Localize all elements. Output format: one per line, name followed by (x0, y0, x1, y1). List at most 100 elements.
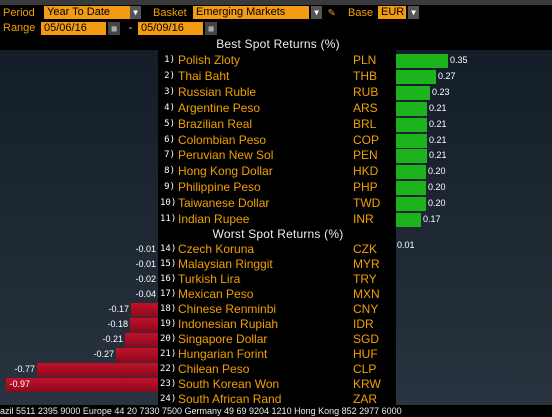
currency-name: Taiwanese Dollar (178, 196, 270, 210)
currency-row[interactable]: 3) Russian Ruble RUB (160, 85, 396, 100)
positive-return-bar (396, 86, 430, 100)
range-end-input[interactable]: 05/09/16 (138, 22, 203, 35)
currency-row[interactable]: 11) Indian Rupee INR (160, 212, 396, 227)
rank-label: 16) (160, 274, 177, 284)
currency-row[interactable]: 22) Chilean Peso CLP (160, 362, 396, 377)
rank-label: 23) (160, 379, 177, 389)
period-label: Period (3, 7, 35, 19)
currency-row[interactable]: 19) Indonesian Rupiah IDR (160, 317, 396, 332)
currency-row[interactable]: 7) Peruvian New Sol PEN (160, 148, 396, 163)
range-start-calendar-icon[interactable]: ▦ (108, 22, 120, 35)
currency-code: CNY (353, 302, 379, 316)
currency-name: Singapore Dollar (178, 332, 268, 346)
period-dropdown[interactable]: Year To Date (44, 6, 130, 19)
rank-label: 21) (160, 349, 177, 359)
currency-row[interactable]: 16) Turkish Lira TRY (160, 272, 396, 287)
currency-code: HUF (353, 347, 378, 361)
currency-row[interactable]: 14) Czech Koruna CZK (160, 242, 396, 257)
currency-code: PEN (353, 148, 378, 162)
best-returns-heading: Best Spot Returns (%) (216, 37, 340, 51)
currency-code: BRL (353, 117, 377, 131)
news-ticker: azil 5511 2395 9000 Europe 44 20 7330 75… (0, 405, 552, 417)
basket-label: Basket (153, 7, 187, 19)
currency-code: INR (353, 212, 374, 226)
edit-pencil-icon[interactable]: ✎ (328, 5, 336, 19)
positive-return-bar (396, 213, 421, 227)
positive-return-bar (396, 165, 426, 179)
negative-return-bar (116, 348, 158, 362)
currency-code: PLN (353, 53, 377, 67)
negative-return-value: -0.17 (108, 304, 129, 314)
currency-row[interactable]: 8) Hong Kong Dollar HKD (160, 164, 396, 179)
currency-row[interactable]: 10) Taiwanese Dollar TWD (160, 196, 396, 211)
currency-code: RUB (353, 85, 379, 99)
basket-dropdown-arrow-icon[interactable]: ▼ (311, 6, 322, 19)
rank-label: 15) (160, 259, 177, 269)
currency-code: CZK (353, 242, 377, 256)
range-end-calendar-icon[interactable]: ▦ (205, 22, 217, 35)
positive-return-value: 0.21 (429, 119, 447, 129)
positive-return-bar (396, 102, 427, 116)
currency-name: South African Rand (178, 392, 282, 406)
negative-return-bar (130, 318, 158, 332)
currency-row[interactable]: 6) Colombian Peso COP (160, 133, 396, 148)
rank-label: 5) (164, 119, 175, 129)
rank-label: 3) (164, 87, 175, 97)
currency-row[interactable]: 4) Argentine Peso ARS (160, 101, 396, 116)
currency-code: COP (353, 133, 380, 147)
currency-row[interactable]: 15) Malaysian Ringgit MYR (160, 257, 396, 272)
positive-return-value: 0.23 (432, 87, 450, 97)
range-start-input[interactable]: 05/06/16 (41, 22, 106, 35)
base-dropdown-arrow-icon[interactable]: ▼ (408, 6, 419, 19)
basket-dropdown[interactable]: Emerging Markets (193, 6, 309, 19)
title-strip (0, 0, 552, 5)
currency-row[interactable]: 1) Polish Zloty PLN (160, 53, 396, 68)
currency-name: Colombian Peso (178, 133, 267, 147)
currency-row[interactable]: 21) Hungarian Forint HUF (160, 347, 396, 362)
negative-return-value: -0.77 (14, 364, 35, 374)
positive-return-value: 0.27 (438, 71, 456, 81)
currency-name: Polish Zloty (178, 53, 241, 67)
currency-row[interactable]: 9) Philippine Peso PHP (160, 180, 396, 195)
positive-return-value: 0.20 (428, 198, 446, 208)
rank-label: 18) (160, 304, 177, 314)
negative-return-value: -0.97 (9, 379, 30, 389)
base-dropdown[interactable]: EUR (378, 6, 406, 19)
currency-code: MXN (353, 287, 380, 301)
negative-return-value: -0.02 (135, 274, 156, 284)
rank-label: 9) (164, 182, 175, 192)
currency-name: Thai Baht (178, 69, 230, 83)
currency-row[interactable]: 24) South African Rand ZAR (160, 392, 396, 407)
rank-label: 19) (160, 319, 177, 329)
rank-label: 14) (160, 244, 177, 254)
currency-row[interactable]: 17) Mexican Peso MXN (160, 287, 396, 302)
currency-row[interactable]: 23) South Korean Won KRW (160, 377, 396, 392)
positive-return-value: 0.17 (423, 214, 441, 224)
base-label: Base (348, 7, 374, 19)
currency-name: Chilean Peso (178, 362, 250, 376)
negative-return-value: -0.18 (107, 319, 128, 329)
currency-row[interactable]: 18) Chinese Renminbi CNY (160, 302, 396, 317)
currency-code: PHP (353, 180, 378, 194)
positive-return-value: 0.21 (429, 103, 447, 113)
period-dropdown-arrow-icon[interactable]: ▼ (130, 6, 141, 19)
positive-return-value: 0.20 (428, 166, 446, 176)
currency-row[interactable]: 20) Singapore Dollar SGD (160, 332, 396, 347)
currency-code: TWD (353, 196, 381, 210)
currency-code: SGD (353, 332, 380, 346)
positive-return-value: 0.35 (450, 55, 468, 65)
currency-code: THB (353, 69, 377, 83)
currency-row[interactable]: 5) Brazilian Real BRL (160, 117, 396, 132)
rank-label: 22) (160, 364, 177, 374)
currency-name: Russian Ruble (178, 85, 257, 99)
currency-code: IDR (353, 317, 374, 331)
gap-value-label: 0.01 (397, 240, 415, 250)
rank-label: 6) (164, 135, 175, 145)
rank-label: 10) (160, 198, 177, 208)
positive-return-value: 0.21 (429, 150, 447, 160)
rank-label: 2) (164, 71, 175, 81)
currency-row[interactable]: 2) Thai Baht THB (160, 69, 396, 84)
currency-code: ZAR (353, 392, 377, 406)
rank-label: 4) (164, 103, 175, 113)
currency-code: CLP (353, 362, 377, 376)
